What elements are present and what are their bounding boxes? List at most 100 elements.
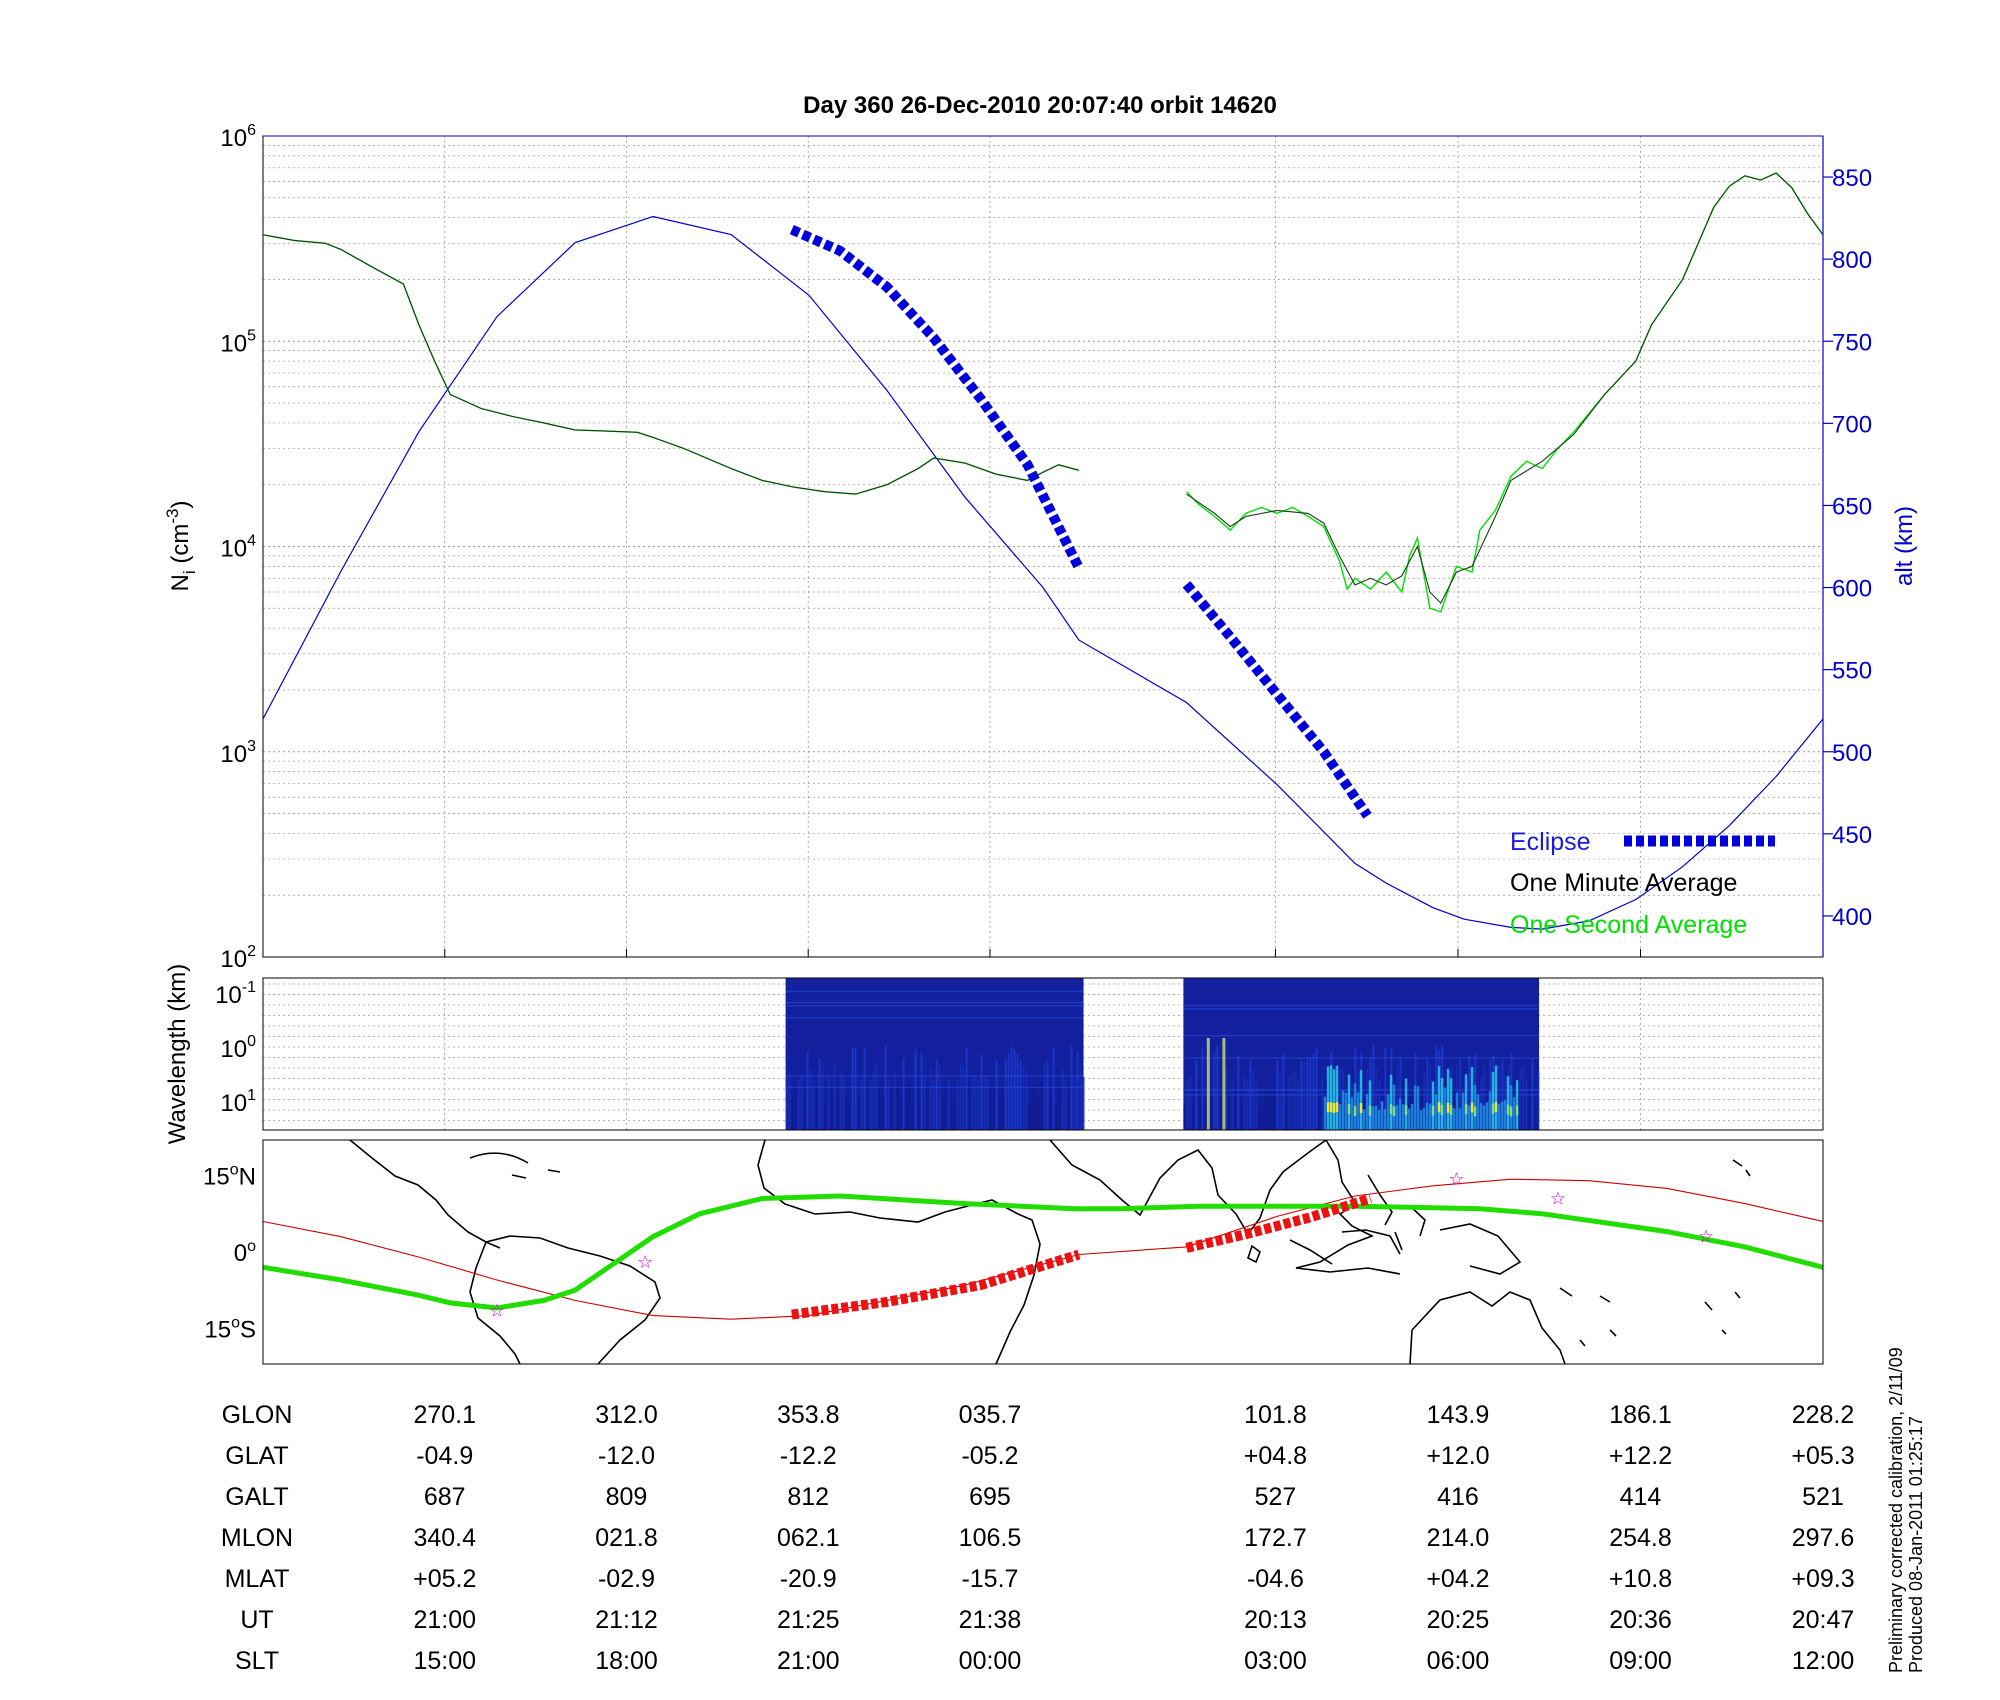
spectrogram-enhanced-streak <box>1350 1097 1354 1130</box>
spectrogram-peak <box>1449 1104 1453 1115</box>
latitude-tick-num: 15 <box>203 1164 230 1191</box>
table-cell: 414 <box>1620 1483 1662 1511</box>
spectrogram-streak <box>914 1049 917 1130</box>
altitude-tick-label: 400 <box>1832 904 1872 931</box>
spectrogram-peak <box>1353 1106 1357 1117</box>
spectrogram-streak <box>905 1083 908 1130</box>
table-cell: 172.7 <box>1244 1524 1307 1552</box>
spectrogram-enhanced-streak <box>1386 1094 1390 1130</box>
spectrogram-streak <box>1225 1069 1228 1130</box>
spectrogram-streak <box>893 1072 896 1130</box>
spectrogram-peak <box>1509 1106 1513 1117</box>
table-cell: +12.2 <box>1609 1442 1672 1470</box>
legend-second-label: One Second Average <box>1510 911 1747 939</box>
spectrogram-enhanced-streak <box>1440 1077 1444 1130</box>
spectrogram-spike <box>1222 1038 1226 1130</box>
legend: Eclipse One Minute Average One Second Av… <box>1510 828 1775 939</box>
spectrogram-enhanced-streak <box>1488 1091 1492 1130</box>
track-marker-star: ☆ <box>637 1252 653 1273</box>
table-cell: 21:25 <box>777 1606 840 1634</box>
spectrogram-streak <box>1240 1102 1243 1130</box>
orbit-data-table: GLON GLAT GALT MLON MLAT UT SLT 270.1 -04.9 687 34… <box>221 1401 1855 1675</box>
table-cell: -04.9 <box>416 1442 473 1470</box>
coast-indonesia <box>1289 1205 1522 1275</box>
spectrogram-streak <box>968 1085 971 1130</box>
spectrogram-streak <box>1043 1063 1046 1130</box>
table-cell: 101.8 <box>1244 1401 1307 1429</box>
latitude-tick-label: 15oN <box>203 1162 256 1191</box>
density-y-label-base: N <box>167 574 194 591</box>
coast-caribbean <box>469 1152 561 1179</box>
table-cell: 21:00 <box>413 1606 476 1634</box>
table-cell: -04.6 <box>1247 1565 1304 1593</box>
spectrogram-enhanced-streak <box>1443 1087 1447 1130</box>
spectrogram-enhanced-streak <box>1413 1085 1417 1130</box>
spectrogram-streak <box>1064 1078 1067 1130</box>
spectrogram-enhanced-streak <box>1422 1107 1426 1130</box>
table-cell: 035.7 <box>959 1401 1022 1429</box>
spectrogram-tick-label: 100 <box>220 1033 256 1063</box>
spectrogram-streak <box>1372 1045 1375 1130</box>
spectrogram-streak <box>1034 1083 1037 1130</box>
coast-sri-lanka <box>1247 1244 1261 1264</box>
spectrogram-enhanced-streak <box>1389 1074 1393 1130</box>
spectrogram-enhanced-streak <box>1419 1109 1423 1130</box>
spectrogram-enhanced-streak <box>1356 1092 1360 1130</box>
legend-eclipse-label: Eclipse <box>1510 828 1591 856</box>
spectrogram-enhanced-streak <box>1335 1065 1339 1130</box>
spectrogram-streak <box>1246 1079 1249 1130</box>
table-cell: 254.8 <box>1609 1524 1672 1552</box>
spectrogram-streak <box>1378 1078 1381 1130</box>
spectrogram-peak <box>1359 1103 1363 1114</box>
spectrogram-streak <box>995 1060 998 1130</box>
spectrogram-streak <box>1052 1047 1055 1130</box>
spectrogram-streak <box>1189 1077 1192 1130</box>
spectrogram-enhanced-streak <box>1449 1078 1453 1130</box>
spectrogram-streak <box>1022 1066 1025 1130</box>
table-cell: 416 <box>1437 1483 1479 1511</box>
table-cell: +12.0 <box>1426 1442 1489 1470</box>
spectrogram-streak <box>1531 1057 1534 1130</box>
table-cell: 062.1 <box>777 1524 840 1552</box>
coast-central-america <box>349 1140 501 1249</box>
spectrogram-streak <box>932 1080 935 1130</box>
spectrogram-enhanced-streak <box>1461 1092 1465 1130</box>
altitude-line <box>263 215 1823 930</box>
table-cell: 20:36 <box>1609 1606 1672 1634</box>
table-cell: 186.1 <box>1609 1401 1672 1429</box>
density-tick-label: 106 <box>220 122 256 152</box>
density-tick-label: 104 <box>220 533 256 563</box>
spectrogram-streak <box>1058 1083 1061 1130</box>
spectrogram-streak <box>1013 1049 1016 1130</box>
magnetic-equator-line <box>263 1193 1823 1311</box>
latitude-tick-deg: o <box>231 1314 240 1331</box>
spectrogram-enhanced-streak <box>1428 1103 1432 1130</box>
spectrogram-enhanced-streak <box>1458 1108 1462 1130</box>
spectrogram-enhanced-streak <box>1368 1080 1372 1130</box>
spectrogram-enhanced-streak <box>1341 1090 1345 1130</box>
spectrogram-streak <box>1210 1094 1213 1130</box>
altitude-tick-label: 500 <box>1832 740 1872 767</box>
spectrogram-tick-base: 10 <box>220 1036 247 1063</box>
track-marker-star: ☆ <box>1550 1189 1566 1210</box>
spectrogram-streak <box>797 1078 800 1130</box>
table-cell: 21:12 <box>595 1606 658 1634</box>
density-y-label-unit: (cm <box>167 524 194 571</box>
spectrogram-enhanced-streak <box>1455 1092 1459 1130</box>
spectrogram-streak <box>800 1074 803 1130</box>
table-cell: +05.2 <box>413 1565 476 1593</box>
spectrogram-streak <box>1312 1054 1315 1130</box>
spectrogram-streak <box>827 1075 830 1130</box>
spectrogram-streak <box>1258 1104 1261 1130</box>
table-cell: 00:00 <box>959 1647 1022 1675</box>
table-cell: 21:00 <box>777 1647 840 1675</box>
spectrogram-peak <box>1464 1104 1468 1115</box>
spectrogram-enhanced-streak <box>1506 1076 1510 1130</box>
latitude-tick-hemi: S <box>240 1316 256 1343</box>
table-cell: +04.8 <box>1244 1442 1307 1470</box>
spectrogram-streak <box>1288 1074 1291 1130</box>
spectrogram-streak <box>971 1078 974 1130</box>
table-cell: +10.8 <box>1609 1565 1672 1593</box>
